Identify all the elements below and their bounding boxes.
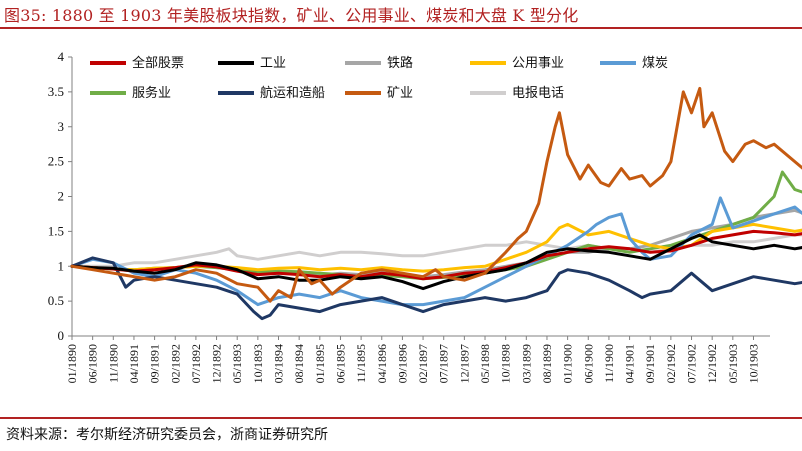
y-tick-label: 3.5 [48,84,64,99]
source-rule [0,417,802,419]
title-rule [0,27,802,29]
series-line-7 [70,86,802,303]
legend-label-7: 矿业 [387,86,413,101]
series-line-6 [70,256,802,321]
x-tick-label: 09/1891 [148,344,162,383]
x-tick-label: 08/1894 [292,344,306,383]
legend-label-1: 工业 [260,56,286,71]
y-tick-label: 2 [58,189,65,204]
x-tick-label: 11/1900 [602,344,616,383]
x-tick-label: 10/1903 [746,344,760,383]
series-line-4 [70,196,802,307]
x-tick-label: 01/1900 [561,344,575,383]
x-tick-label: 06/1900 [581,344,595,383]
x-tick-label: 05/1893 [230,344,244,383]
legend-label-6: 航运和造船 [260,85,325,101]
x-tick-label: 07/1902 [685,344,699,383]
series-line-0 [70,229,802,281]
chart-axes: 0 0.5 1 1.5 2 2.5 3 3.5 4 01/1890 06/1890 11/1890 04… [48,49,770,383]
legend-label-3: 公用事业 [512,56,564,71]
y-tick-label: 0 [58,328,65,343]
x-tick-label: 02/1892 [168,344,182,383]
x-tick-label: 04/1896 [375,344,389,383]
x-tick-label: 02/1897 [416,344,430,383]
x-tick-label: 12/1902 [705,344,719,383]
y-tick-label: 1.5 [48,223,64,238]
x-tick-label: 02/1902 [664,344,678,383]
legend-label-0: 全部股票 [132,55,184,71]
x-tick-label: 05/1903 [726,344,740,383]
x-tick-label: 03/1894 [272,344,286,383]
series-line-8 [70,233,802,268]
x-tick-label: 12/1897 [457,344,471,383]
x-tick-label: 03/1899 [519,344,533,383]
legend-label-2: 铁路 [387,55,413,71]
series-layer [70,86,802,321]
legend-label-4: 煤炭 [642,56,668,71]
x-tick-label: 10/1893 [251,344,265,383]
legend-label-5: 服务业 [132,85,171,101]
source-note: 资料来源：考尔斯经济研究委员会，浙商证券研究所 [6,427,328,443]
y-tick-label: 3 [58,119,65,134]
x-tick-label: 04/1901 [623,344,637,383]
x-tick-label: 07/1897 [437,344,451,383]
y-tick-label: 4 [58,49,65,64]
y-tick-label: 1 [58,258,65,273]
x-tick-label: 11/1895 [354,344,368,383]
line-chart: 0 0.5 1 1.5 2 2.5 3 3.5 4 01/1890 06/1890 11/1890 04… [48,49,802,383]
x-tick-label: 05/1898 [478,344,492,383]
y-tick-label: 0.5 [48,293,64,308]
legend-label-8: 电报电话 [512,86,564,101]
x-tick-label: 09/1901 [643,344,657,383]
x-tick-label: 10/1898 [499,344,513,383]
series-line-5 [70,170,802,281]
x-tick-label: 09/1896 [395,344,409,383]
x-tick-label: 01/1895 [313,344,327,383]
x-tick-label: 04/1891 [127,344,141,383]
x-tick-label: 08/1899 [540,344,554,383]
x-tick-label: 01/1890 [65,344,79,383]
series-line-1 [70,233,802,291]
x-tick-label: 11/1890 [106,344,120,383]
x-tick-label: 06/1895 [333,344,347,383]
x-tick-label: 06/1890 [86,344,100,383]
y-tick-label: 2.5 [48,154,64,169]
x-tick-label: 07/1892 [189,344,203,383]
figure-title: 图35: 1880 至 1903 年美股板块指数，矿业、公用事业、煤炭和大盘 K… [4,6,579,25]
x-tick-label: 12/1892 [210,344,224,383]
